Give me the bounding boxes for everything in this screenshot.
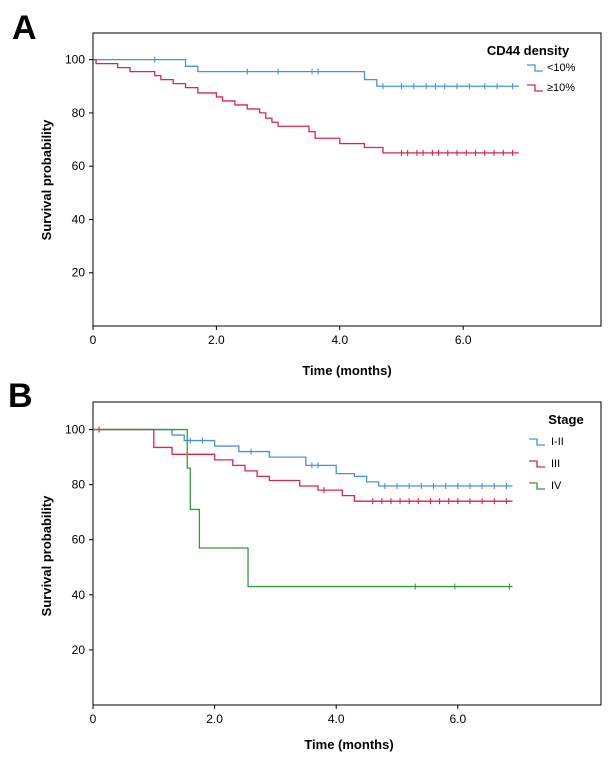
x-tick-label-a-0: 0 <box>90 333 97 347</box>
legend-b: Stage I-II III IV <box>529 412 584 492</box>
y-axis-title-b: Survival probability <box>39 495 54 616</box>
legend-swatch-b-1 <box>529 460 545 468</box>
survival-curve-a-0 <box>93 58 519 87</box>
y-tick-label-a-1: 40 <box>72 212 86 226</box>
x-axis-title-b: Time (months) <box>304 737 393 752</box>
legend-label-a-0: <10% <box>547 62 576 74</box>
legend-swatch-b-2 <box>529 482 545 490</box>
legend-title-b: Stage <box>548 412 583 427</box>
plot-frame-a <box>92 32 602 327</box>
y-tick-label-b-0: 20 <box>72 643 86 657</box>
legend-label-b-2: IV <box>551 480 562 492</box>
x-tick-label-b-3: 6.0 <box>449 712 466 726</box>
y-axis-title-a: Survival probability <box>39 119 54 240</box>
y-tick-label-b-1: 40 <box>72 588 86 602</box>
y-tick-label-a-4: 100 <box>65 53 85 67</box>
survival-curves-b <box>93 426 513 590</box>
legend-label-b-1: III <box>551 458 560 470</box>
y-tick-label-a-3: 80 <box>72 106 86 120</box>
y-tick-label-b-3: 80 <box>72 478 86 492</box>
x-tick-label-b-2: 4.0 <box>328 712 345 726</box>
legend-swatch-a-0 <box>527 64 543 72</box>
legend-swatch-a-1 <box>527 84 543 92</box>
legend-a: CD44 density <10% ≥10% <box>487 43 576 94</box>
survival-curve-b-1 <box>93 428 513 502</box>
y-tick-label-a-0: 20 <box>72 266 86 280</box>
y-tick-label-a-2: 60 <box>72 159 86 173</box>
x-tick-label-b-0: 0 <box>90 712 97 726</box>
x-tick-label-a-3: 6.0 <box>455 333 472 347</box>
legend-swatch-b-0 <box>529 438 545 446</box>
plot-frame-b <box>92 401 602 706</box>
survival-curves-a <box>93 56 519 156</box>
axis-ticks-a: 0 2.0 4.0 6.0 20 40 60 80 100 <box>65 53 472 347</box>
x-tick-label-a-2: 4.0 <box>331 333 348 347</box>
legend-label-b-0: I-II <box>551 436 564 448</box>
axis-ticks-b: 0 2.0 4.0 6.0 20 40 60 80 100 <box>65 423 466 726</box>
x-tick-label-a-1: 2.0 <box>208 333 225 347</box>
survival-curve-b-0 <box>93 428 513 487</box>
legend-label-a-1: ≥10% <box>547 82 575 94</box>
panel-letter-b: B <box>8 377 33 415</box>
survival-curve-a-1 <box>93 58 519 154</box>
panel-a: A Time (months) Survival probability 0 2.… <box>12 9 602 378</box>
legend-title-a: CD44 density <box>487 43 570 58</box>
x-tick-label-b-1: 2.0 <box>206 712 223 726</box>
panel-letter-a: A <box>12 9 37 47</box>
y-tick-label-b-2: 60 <box>72 533 86 547</box>
survival-curve-b-2 <box>93 428 513 588</box>
panel-b: B Time (months) Survival probability 0 2.… <box>8 377 602 752</box>
x-axis-title-a: Time (months) <box>302 363 391 378</box>
y-tick-label-b-4: 100 <box>65 423 85 437</box>
